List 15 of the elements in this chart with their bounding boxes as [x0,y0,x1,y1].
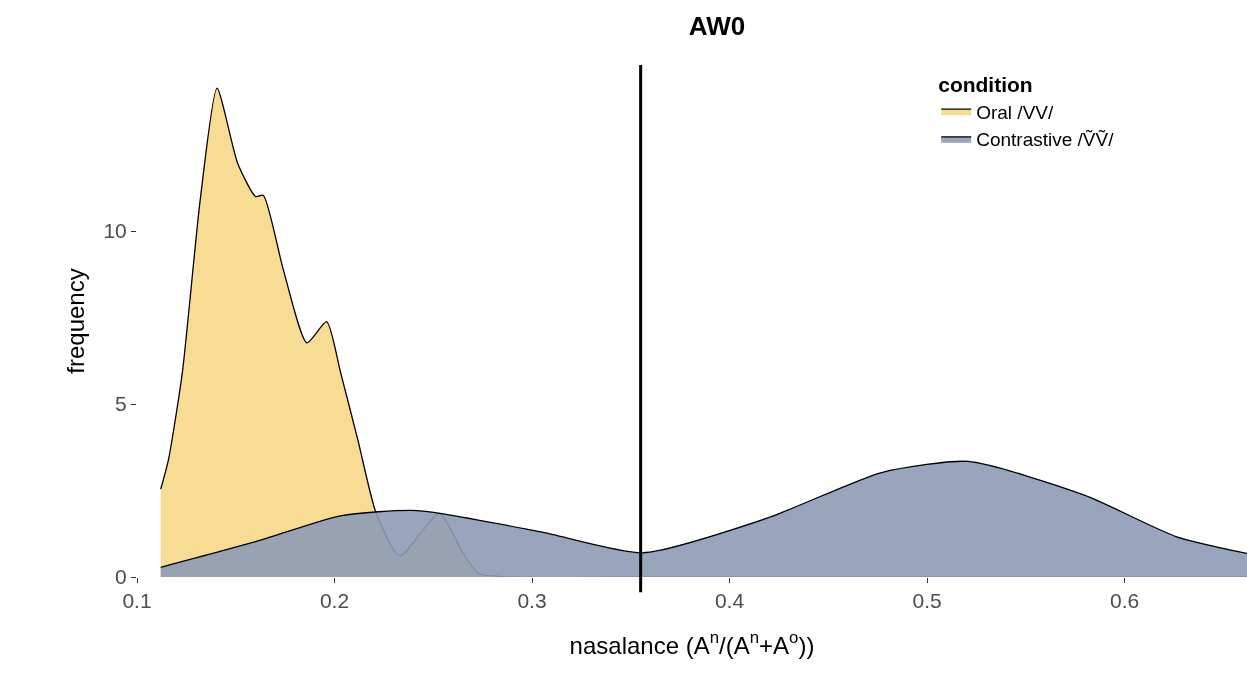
x-tick-label: 0.5 [912,589,942,613]
x-tick-label: 0.6 [1109,589,1140,613]
y-tick-label: 5 [115,392,127,416]
legend-label: Oral /VV/ [976,101,1054,123]
x-tick-label: 0.2 [319,589,350,613]
legend-label: Contrastive /ṼṼ/ [976,129,1115,151]
x-tick-label: 0.4 [714,589,745,613]
y-axis-title: frequency [61,268,89,374]
chart-title: AW0 [688,11,746,42]
y-tick-label: 10 [103,219,127,243]
legend-title: condition [938,73,1033,97]
y-tick-label: 0 [115,565,127,589]
x-tick-label: 0.3 [517,589,547,613]
x-axis-title: nasalance (A$^{n}$/(A$^{n}$+A$^{o}$)) [569,628,815,659]
x-tick-label: 0.1 [122,589,152,613]
